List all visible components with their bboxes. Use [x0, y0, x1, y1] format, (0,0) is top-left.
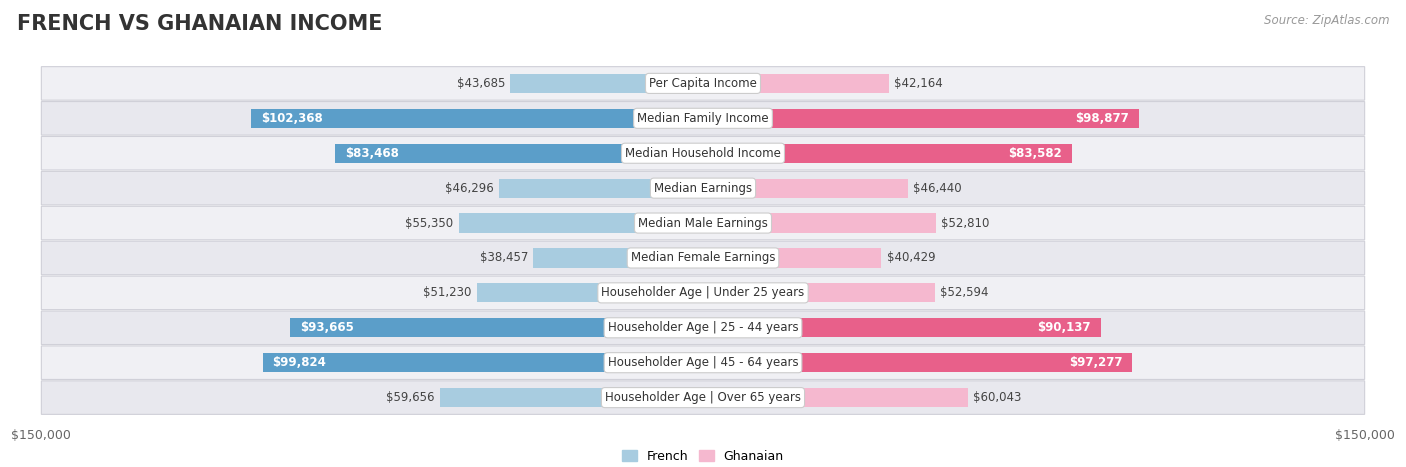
FancyBboxPatch shape	[41, 346, 1365, 380]
Text: $90,137: $90,137	[1038, 321, 1091, 334]
Text: Median Earnings: Median Earnings	[654, 182, 752, 195]
Bar	[703, 178, 908, 198]
Legend: French, Ghanaian: French, Ghanaian	[617, 445, 789, 467]
Text: $46,296: $46,296	[444, 182, 494, 195]
Bar	[703, 144, 1071, 163]
Bar	[263, 353, 703, 372]
FancyBboxPatch shape	[41, 206, 1365, 240]
Bar	[703, 283, 935, 303]
Bar	[703, 388, 967, 407]
Text: $83,468: $83,468	[344, 147, 399, 160]
Text: $83,582: $83,582	[1008, 147, 1062, 160]
Text: $97,277: $97,277	[1069, 356, 1122, 369]
Text: Per Capita Income: Per Capita Income	[650, 77, 756, 90]
Text: Median Male Earnings: Median Male Earnings	[638, 217, 768, 230]
Bar	[290, 318, 703, 337]
Bar	[703, 318, 1101, 337]
FancyBboxPatch shape	[41, 381, 1365, 414]
Text: $43,685: $43,685	[457, 77, 505, 90]
Text: FRENCH VS GHANAIAN INCOME: FRENCH VS GHANAIAN INCOME	[17, 14, 382, 34]
Bar	[703, 109, 1139, 128]
Text: $93,665: $93,665	[299, 321, 354, 334]
FancyBboxPatch shape	[41, 101, 1365, 135]
Text: Householder Age | 25 - 44 years: Householder Age | 25 - 44 years	[607, 321, 799, 334]
Text: $51,230: $51,230	[423, 286, 472, 299]
Bar	[440, 388, 703, 407]
Text: $55,350: $55,350	[405, 217, 454, 230]
FancyBboxPatch shape	[41, 136, 1365, 170]
Text: $52,594: $52,594	[941, 286, 988, 299]
Text: Median Household Income: Median Household Income	[626, 147, 780, 160]
Bar	[703, 248, 882, 268]
FancyBboxPatch shape	[41, 67, 1365, 100]
Bar	[477, 283, 703, 303]
Text: $99,824: $99,824	[273, 356, 326, 369]
Bar	[252, 109, 703, 128]
Text: Householder Age | 45 - 64 years: Householder Age | 45 - 64 years	[607, 356, 799, 369]
Bar	[703, 213, 936, 233]
Bar	[499, 178, 703, 198]
FancyBboxPatch shape	[41, 276, 1365, 310]
Text: $59,656: $59,656	[387, 391, 434, 404]
FancyBboxPatch shape	[41, 241, 1365, 275]
Text: $98,877: $98,877	[1076, 112, 1129, 125]
Bar	[510, 74, 703, 93]
FancyBboxPatch shape	[41, 311, 1365, 345]
Bar	[533, 248, 703, 268]
Text: $38,457: $38,457	[479, 251, 529, 264]
Bar	[335, 144, 703, 163]
Text: $42,164: $42,164	[894, 77, 943, 90]
Bar	[703, 353, 1132, 372]
Bar	[703, 74, 889, 93]
Text: $46,440: $46,440	[912, 182, 962, 195]
Text: $60,043: $60,043	[973, 391, 1022, 404]
Text: $40,429: $40,429	[887, 251, 935, 264]
Text: $102,368: $102,368	[262, 112, 323, 125]
Text: Median Family Income: Median Family Income	[637, 112, 769, 125]
Text: Householder Age | Over 65 years: Householder Age | Over 65 years	[605, 391, 801, 404]
Text: $52,810: $52,810	[941, 217, 990, 230]
Text: Householder Age | Under 25 years: Householder Age | Under 25 years	[602, 286, 804, 299]
FancyBboxPatch shape	[41, 171, 1365, 205]
Bar	[458, 213, 703, 233]
Text: Source: ZipAtlas.com: Source: ZipAtlas.com	[1264, 14, 1389, 27]
Text: Median Female Earnings: Median Female Earnings	[631, 251, 775, 264]
